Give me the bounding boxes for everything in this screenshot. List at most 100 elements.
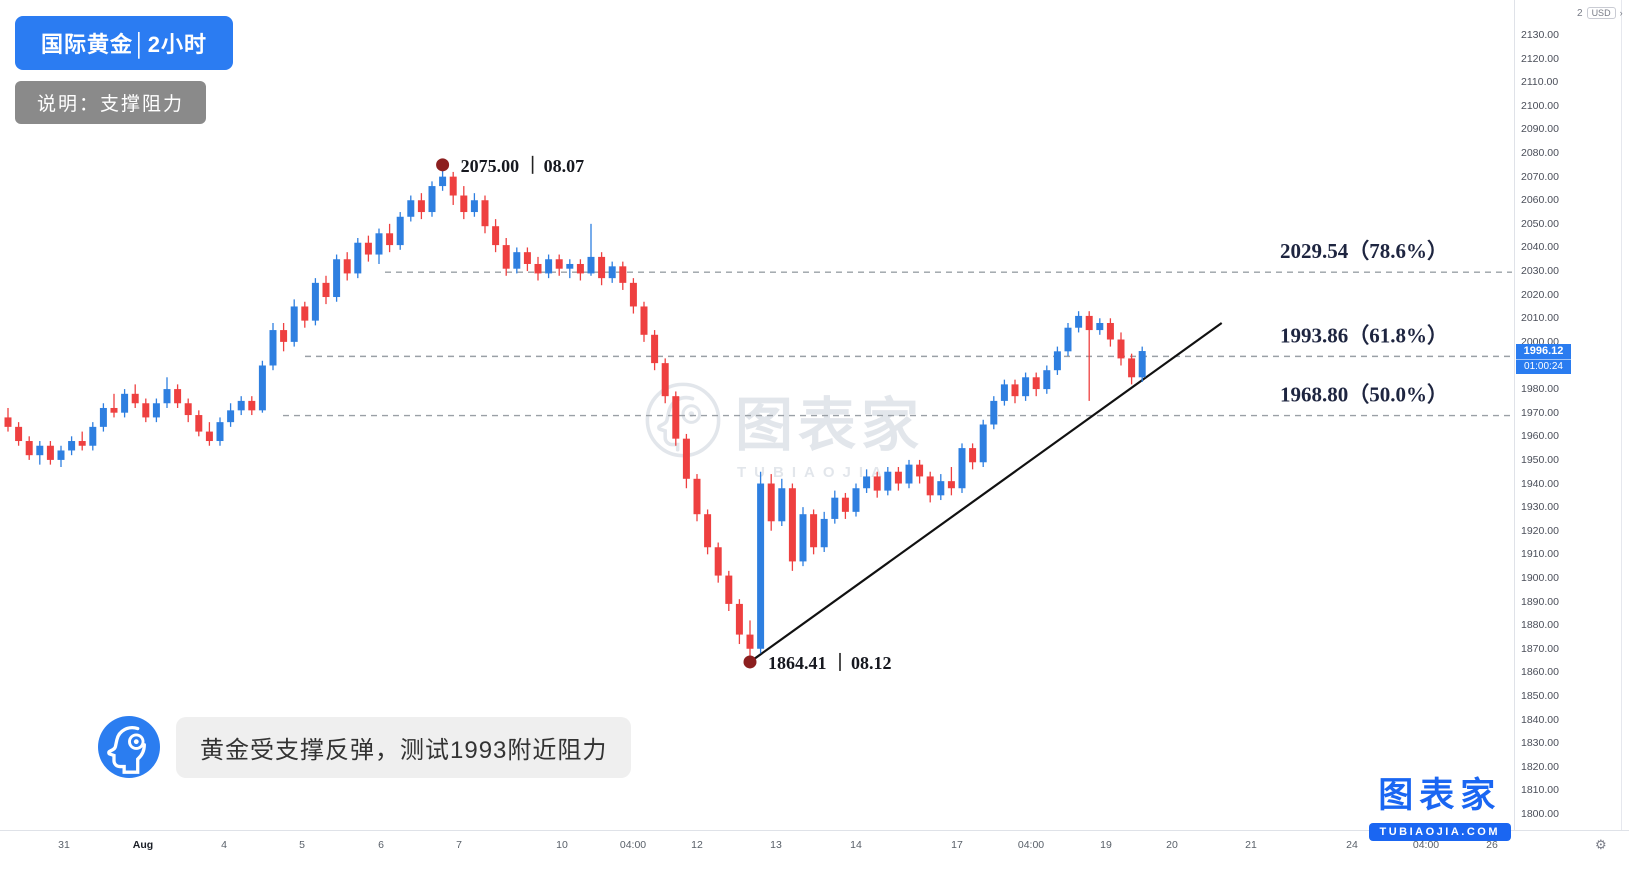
price-tick: 1840.00 (1521, 713, 1559, 726)
price-tick: 2050.00 (1521, 217, 1559, 230)
candle-body (216, 422, 224, 442)
price-tick: 1920.00 (1521, 524, 1559, 537)
commentary-text: 黄金受支撑反弹，测试1993附近阻力 (200, 736, 608, 764)
price-tick: 1910.00 (1521, 548, 1559, 561)
candle-body (682, 438, 690, 479)
candle-body (651, 334, 659, 364)
price-tick: 1980.00 (1521, 383, 1559, 396)
candle-body (110, 407, 118, 413)
candle-body (1022, 377, 1030, 397)
candle-body (969, 448, 977, 463)
price-tick: 1970.00 (1521, 406, 1559, 419)
candle-body (926, 476, 934, 496)
time-tick: 20 (1166, 839, 1178, 851)
watermark-text-en: TUBIAOJIA (737, 464, 890, 481)
note-chip: 说明：支撑阻力 (15, 81, 207, 124)
time-tick: 24 (1346, 839, 1358, 851)
candle-countdown: 01:00:24 (1516, 359, 1571, 375)
candle-body (205, 431, 213, 442)
price-scale-settings[interactable]: 2 USD › (1577, 7, 1623, 19)
candle-body (1043, 370, 1051, 390)
symbol-timeframe-label: 国际黄金│2小时 (41, 32, 207, 57)
price-axis[interactable]: 2130.00 2120.00 2110.00 2100.00 2090.00 2080.… (1516, 0, 1572, 830)
fib-level-label: 1968.80（50.0%） (1280, 383, 1448, 407)
candle-body (375, 233, 383, 255)
candle-body (1064, 327, 1072, 352)
candle-body (195, 415, 203, 432)
high-marker-price: 2075.00 (461, 156, 519, 176)
low-marker-dot (743, 655, 757, 669)
candle-body (523, 252, 531, 264)
candle-body (57, 450, 65, 460)
candle-body (470, 200, 478, 213)
tubiaojia-mascot-icon (98, 716, 160, 778)
currency-chip[interactable]: USD (1586, 7, 1616, 19)
price-tick: 2020.00 (1521, 288, 1559, 301)
candle-body (841, 497, 849, 512)
price-chart-area[interactable]: 图表家 TUBIAOJIA 2029.54（78.6%） 1993.86（61.8… (0, 0, 1515, 830)
candle-body (820, 518, 828, 548)
candle-body (89, 426, 97, 446)
price-tick: 1820.00 (1521, 760, 1559, 773)
candle-body (15, 426, 23, 442)
time-axis[interactable]: 31 Aug 4 5 6 7 10 04:00 12 13 14 17 04:00 19 20 21 24 04:… (0, 830, 1629, 885)
price-tick: 2120.00 (1521, 52, 1559, 65)
candlestick-chart[interactable]: 2029.54（78.6%） 1993.86（61.8%） 1968.80（50.0… (0, 0, 1514, 830)
time-tick: 14 (850, 839, 862, 851)
candle-body (36, 445, 44, 456)
candle-body (799, 514, 807, 562)
price-tick: 1960.00 (1521, 430, 1559, 443)
candle-body (343, 259, 351, 274)
low-marker-date: 08.12 (851, 653, 892, 673)
brand-domain: TUBIAOJIA.COM (1368, 823, 1511, 841)
support-trendline[interactable] (749, 322, 1223, 663)
last-price-value: 1996.12 (1516, 344, 1571, 360)
price-tick: 1880.00 (1521, 619, 1559, 632)
price-tick: 2100.00 (1521, 99, 1559, 112)
candle-body (693, 478, 701, 515)
candle-body (894, 471, 902, 484)
price-tick: 1900.00 (1521, 571, 1559, 584)
candle-body (311, 282, 319, 321)
high-marker-date: 08.07 (544, 156, 585, 176)
brand-logo: 图表家 TUBIAOJIA.COM (1368, 767, 1511, 841)
time-tick: 12 (691, 839, 703, 851)
time-tick: 17 (951, 839, 963, 851)
candle-body (333, 259, 341, 298)
price-tick: 2010.00 (1521, 312, 1559, 325)
candle-body (1053, 351, 1061, 371)
scale-count-label: 2 (1577, 7, 1583, 19)
candle-body (714, 547, 722, 576)
candle-body (1138, 351, 1146, 378)
price-tick: 2070.00 (1521, 170, 1559, 183)
time-tick: 04:00 (1017, 839, 1045, 851)
candle-body (449, 176, 457, 196)
price-tick: 2060.00 (1521, 194, 1559, 207)
candle-body (640, 306, 648, 335)
low-marker-price: 1864.41 (768, 653, 827, 673)
candle-body (672, 396, 680, 439)
time-tick: 19 (1100, 839, 1112, 851)
candle-body (576, 263, 584, 274)
candle-body (958, 448, 966, 489)
candle-body (598, 256, 606, 279)
time-tick: 04:00 (619, 839, 647, 851)
candle-body (492, 226, 500, 246)
candle-body (534, 263, 542, 274)
candle-body (396, 216, 404, 246)
candle-body (1117, 339, 1125, 359)
time-tick: Aug (132, 839, 154, 851)
candle-body (746, 634, 754, 649)
candle-body (237, 400, 245, 411)
candle-body (990, 400, 998, 425)
candle-body (767, 483, 775, 522)
candle-body (863, 476, 871, 489)
commentary-bubble: 黄金受支撑反弹，测试1993附近阻力 (176, 716, 632, 778)
candle-body (386, 233, 394, 246)
settings-gear-icon[interactable]: ⚙ (1595, 837, 1607, 852)
candle-body (1032, 377, 1040, 390)
candle-body (937, 481, 945, 496)
price-tick: 1940.00 (1521, 477, 1559, 490)
time-tick: 10 (556, 839, 568, 851)
